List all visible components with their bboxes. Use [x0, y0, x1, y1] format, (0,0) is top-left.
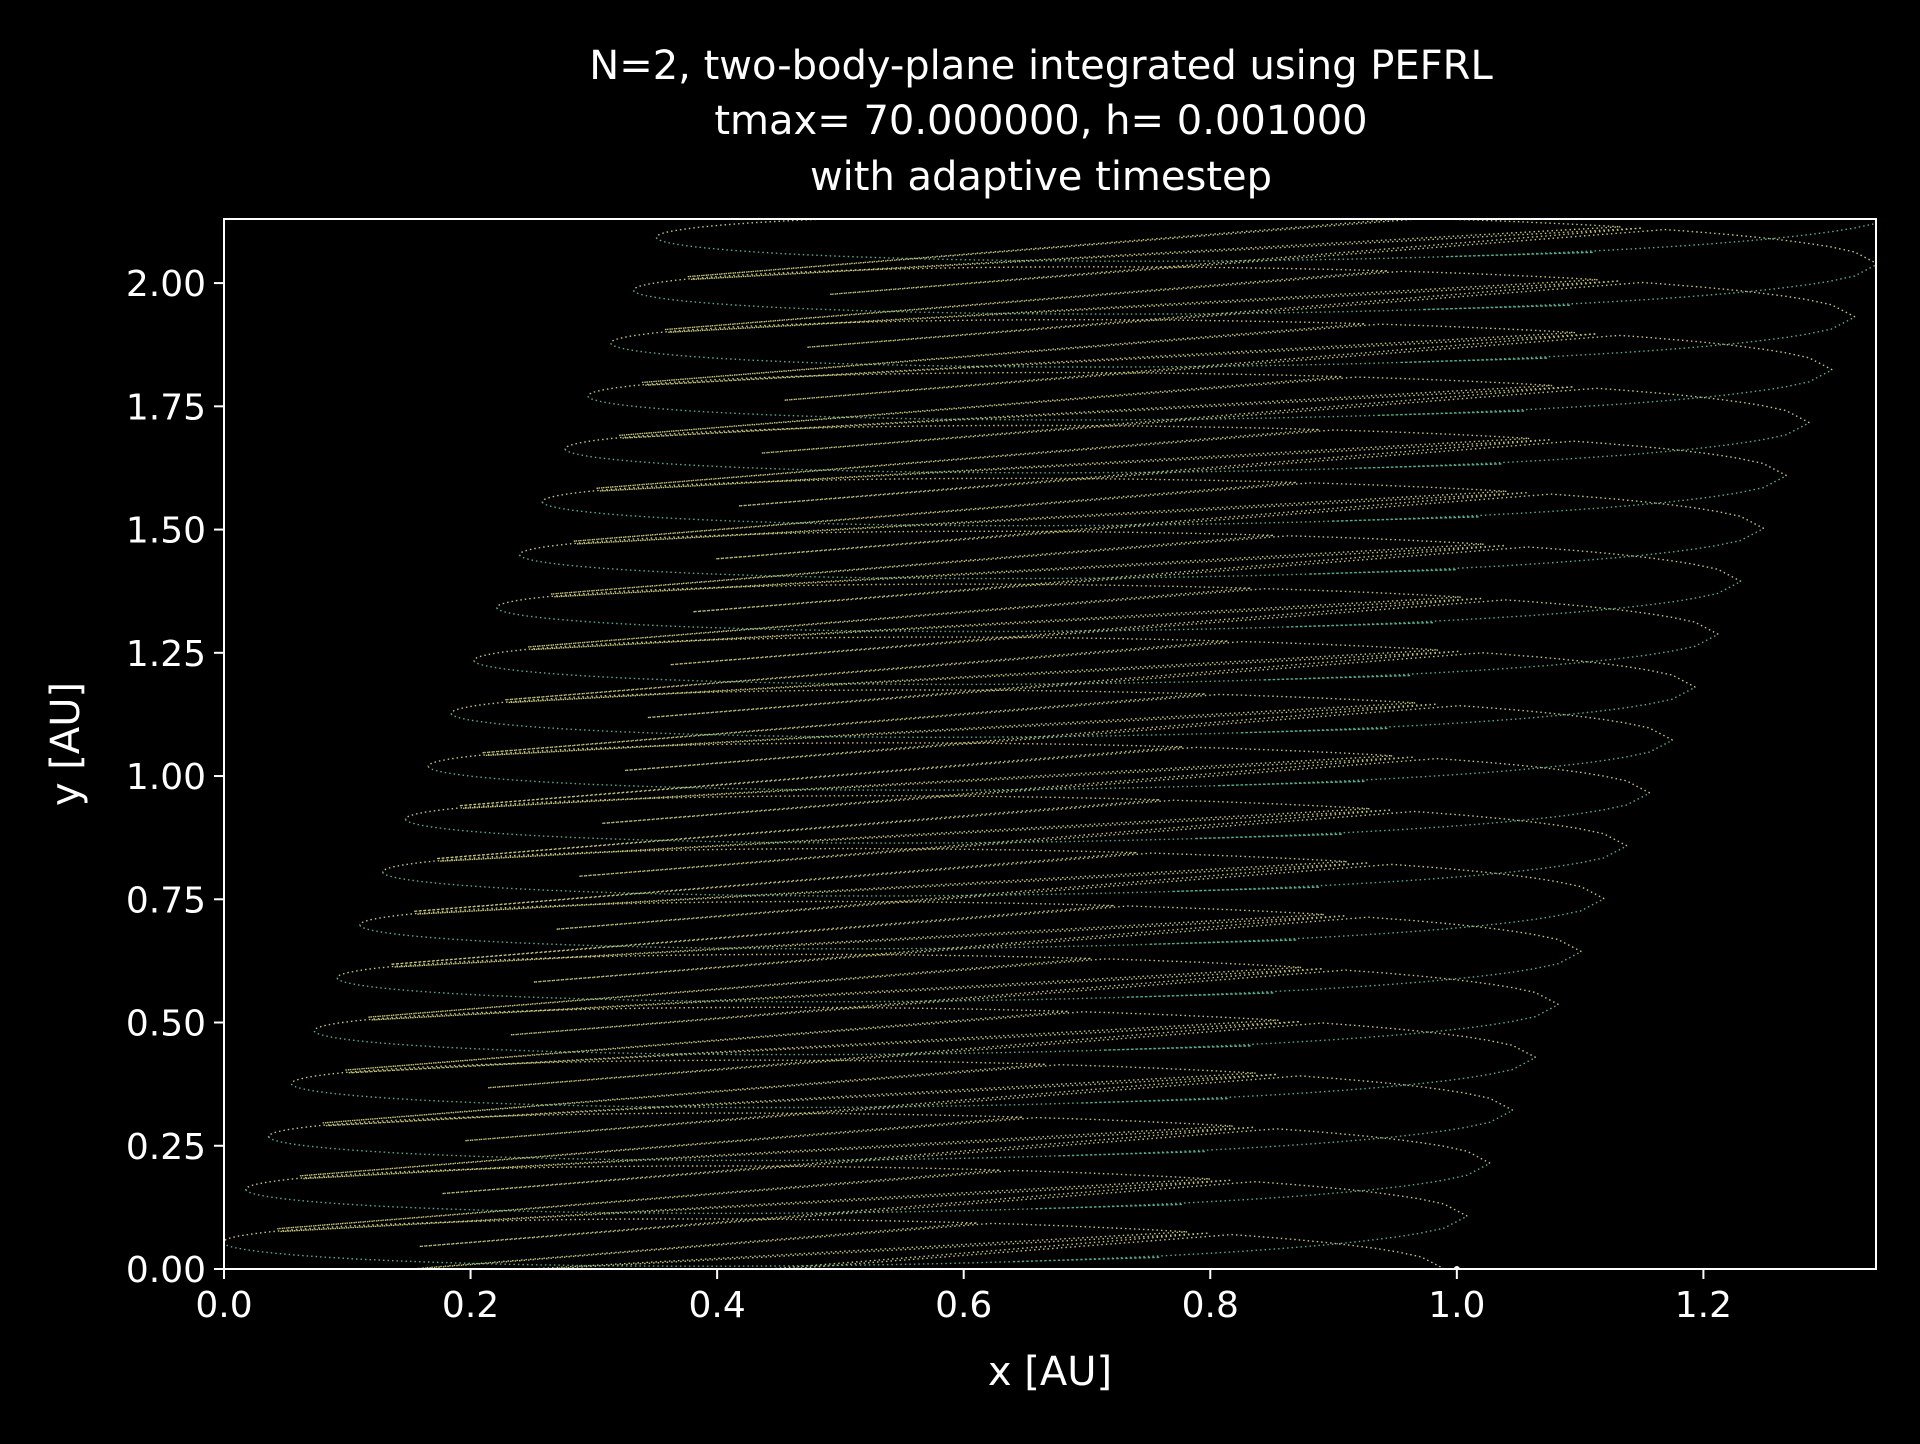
- x-tick-label: 0.2: [442, 1285, 499, 1326]
- orbit-loop-outer: [359, 898, 1605, 950]
- x-tick-label: 0.4: [689, 1285, 746, 1326]
- orbit-loop-outer: [313, 1003, 1559, 1056]
- y-tick-label: 2.00: [126, 264, 206, 305]
- orbit-loop-outer: [564, 422, 1810, 474]
- orbit-loop-outer: [541, 474, 1787, 527]
- orbit-loop-inner: [245, 1165, 1468, 1248]
- x-tick-label: 0.8: [1182, 1285, 1239, 1326]
- orbit-loop-inner: [564, 424, 1787, 507]
- orbit-loop-outer: [336, 950, 1582, 1003]
- orbit-loop-outer: [473, 633, 1719, 686]
- x-tick-label: 0.6: [935, 1285, 992, 1326]
- x-tick-label: 0.0: [195, 1285, 252, 1326]
- orbit-loop-inner: [655, 219, 1876, 296]
- y-tick-label: 0.50: [126, 1004, 206, 1045]
- orbit-loop-outer: [268, 1109, 1514, 1162]
- orbit-loop-outer: [655, 222, 1876, 262]
- orbit-loop-outer: [496, 580, 1742, 633]
- orbit-loop-inner: [224, 1218, 1445, 1269]
- y-axis-label: y [AU]: [43, 682, 89, 806]
- x-axis-label: x [AU]: [988, 1349, 1112, 1395]
- x-tick-label: 1.0: [1428, 1285, 1485, 1326]
- orbit-loop-inner: [427, 742, 1651, 825]
- y-tick-label: 1.50: [126, 511, 206, 552]
- orbit-loop-inner: [473, 636, 1696, 719]
- orbit-loop-outer: [404, 792, 1651, 844]
- orbit-traces: [224, 219, 1876, 1269]
- orbit-loop-inner: [267, 1112, 1491, 1195]
- orbit-loop-outer: [245, 1162, 1491, 1214]
- orbit-loop-inner: [632, 266, 1856, 348]
- chart-title-line-3: with adaptive timestep: [810, 154, 1272, 200]
- orbit-loop-outer: [610, 316, 1856, 368]
- x-axis-ticks: 0.0 0.2 0.4 0.6 0.8 1.0 1.2: [195, 1269, 1732, 1326]
- orbit-loop-inner: [404, 795, 1628, 877]
- orbit-loop-inner: [382, 847, 1605, 930]
- y-tick-label: 0.25: [126, 1127, 206, 1168]
- axes-frame: [223, 218, 1877, 1270]
- orbit-loop-outer: [224, 1215, 1468, 1267]
- orbit-loop-inner: [496, 583, 1719, 666]
- chart-title-line-2: tmax= 70.000000, h= 0.001000: [714, 98, 1367, 144]
- orbit-loop-inner: [336, 953, 1559, 1036]
- orbit-loop-inner: [359, 900, 1582, 983]
- orbit-loop-outer: [450, 686, 1696, 738]
- orbit-loop-outer: [290, 1056, 1537, 1109]
- orbit-loop-outer: [518, 527, 1765, 580]
- y-axis-ticks: 0.00 0.25 0.50 0.75 1.00 1.25 1.50 1.75 2.00: [126, 264, 224, 1291]
- y-tick-label: 1.00: [126, 757, 206, 798]
- orbit-loop-inner: [450, 689, 1673, 772]
- y-tick-label: 1.75: [126, 387, 206, 428]
- orbit-loop-inner: [541, 477, 1765, 560]
- orbit-loop-inner: [518, 530, 1742, 613]
- orbit-loop-outer: [427, 739, 1673, 791]
- x-tick-label: 1.2: [1675, 1285, 1732, 1326]
- orbit-loop-outer: [382, 845, 1628, 897]
- y-tick-label: 0.75: [126, 880, 206, 921]
- orbit-loop-outer: [587, 369, 1833, 421]
- orbit-loop-outer: [632, 264, 1876, 315]
- y-tick-label: 1.25: [126, 634, 206, 675]
- chart-title-line-1: N=2, two-body-plane integrated using PEF…: [589, 43, 1493, 89]
- y-tick-label: 0.00: [126, 1250, 206, 1291]
